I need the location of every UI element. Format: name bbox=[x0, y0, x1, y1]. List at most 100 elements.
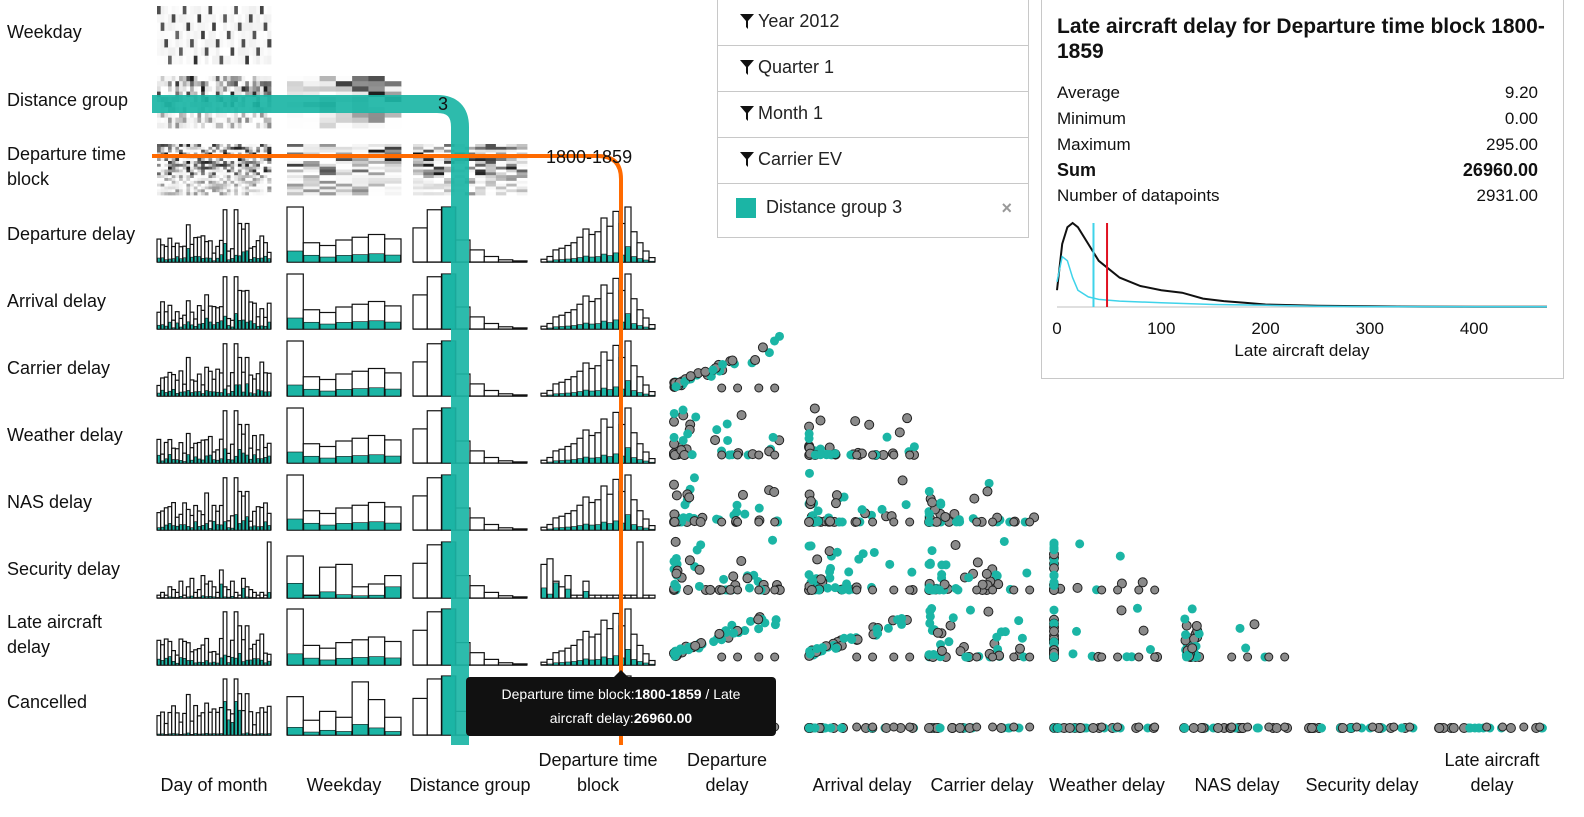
heatmap-bin bbox=[256, 175, 261, 179]
heatmap-bin bbox=[245, 91, 250, 98]
heatmap-bin bbox=[384, 146, 402, 151]
histogram-bar-selected bbox=[241, 661, 245, 666]
heatmap-bin bbox=[215, 166, 220, 170]
heatmap-bin bbox=[226, 158, 231, 162]
histogram-bar bbox=[483, 456, 500, 464]
heatmap-bin bbox=[223, 192, 228, 196]
scatter-point bbox=[1280, 652, 1290, 662]
heatmap-bin bbox=[212, 163, 217, 168]
heatmap-bin bbox=[204, 183, 209, 187]
heatmap-bin bbox=[464, 169, 476, 173]
heatmap-bin bbox=[168, 39, 173, 48]
heatmap-bin bbox=[237, 186, 242, 190]
heatmap-bin bbox=[303, 186, 320, 190]
histogram-bar-selected bbox=[601, 454, 607, 464]
heatmap-bin bbox=[352, 189, 369, 193]
heatmap-bin bbox=[168, 183, 173, 187]
histogram-bar-selected bbox=[303, 595, 320, 599]
close-icon[interactable]: × bbox=[1001, 198, 1012, 218]
histogram-bar-selected bbox=[631, 457, 637, 464]
heatmap-bin bbox=[168, 166, 173, 170]
histogram-bar-selected bbox=[565, 392, 571, 397]
heatmap-bin bbox=[157, 178, 162, 182]
heatmap-bin bbox=[433, 166, 445, 170]
heatmap-bin bbox=[259, 86, 265, 92]
histogram-bar-selected bbox=[583, 658, 589, 666]
heatmap-bin bbox=[352, 149, 369, 153]
heatmap-bin bbox=[208, 81, 213, 87]
heatmap-bin bbox=[259, 163, 265, 168]
scatter-point bbox=[1389, 722, 1399, 732]
histogram-bar-selected bbox=[559, 662, 565, 666]
scatter-point bbox=[1227, 652, 1237, 662]
heatmap-bin bbox=[248, 30, 254, 40]
scatter-point bbox=[1180, 614, 1190, 624]
heatmap-bin bbox=[464, 186, 476, 190]
scatter-point bbox=[889, 652, 899, 662]
row-label: Weekday bbox=[7, 22, 82, 42]
heatmap-bin bbox=[259, 161, 265, 165]
scatter-point bbox=[694, 581, 704, 591]
heatmap-bin bbox=[171, 39, 176, 48]
histogram-bar-selected bbox=[245, 516, 249, 531]
heatmap-bin bbox=[175, 175, 180, 179]
heatmap-bin bbox=[193, 169, 198, 173]
row-label: Departure delay bbox=[7, 224, 135, 244]
heatmap-bin bbox=[201, 144, 206, 148]
histogram-bar-selected bbox=[613, 319, 619, 330]
histogram-bar-selected bbox=[238, 384, 242, 397]
heatmap-bin bbox=[230, 81, 235, 87]
histogram-bar-selected bbox=[577, 525, 583, 531]
filter-month[interactable]: Month 1 bbox=[718, 92, 1028, 138]
heatmap-bin bbox=[263, 183, 268, 187]
heatmap-bin bbox=[186, 158, 191, 162]
heatmap-bin bbox=[197, 166, 202, 170]
heatmap-bin bbox=[241, 55, 246, 65]
heatmap-bin bbox=[226, 122, 231, 129]
heatmap-bin bbox=[245, 6, 250, 15]
heatmap-bin bbox=[516, 169, 528, 173]
scatter-point bbox=[754, 450, 764, 460]
heatmap-bin bbox=[444, 144, 455, 148]
heatmap-bin bbox=[190, 76, 195, 82]
heatmap-bin bbox=[319, 175, 337, 179]
stats-title: Late aircraft delay for Departure time b… bbox=[1057, 15, 1545, 63]
histogram-bar-selected bbox=[336, 456, 352, 464]
heatmap-bin bbox=[506, 144, 518, 148]
heatmap-bin bbox=[226, 161, 231, 165]
heatmap-bin bbox=[215, 172, 220, 176]
heatmap-bin bbox=[226, 146, 231, 151]
filter-quarter[interactable]: Quarter 1 bbox=[718, 46, 1028, 92]
heatmap-bin bbox=[237, 14, 242, 23]
heatmap-bin bbox=[259, 178, 265, 182]
filter-carrier[interactable]: Carrier EV bbox=[718, 138, 1028, 184]
filter-year[interactable]: Year 2012 bbox=[718, 0, 1028, 46]
histogram-cell bbox=[540, 206, 656, 263]
heatmap-bin bbox=[495, 169, 507, 173]
scatter-point bbox=[950, 540, 961, 551]
scatter-point bbox=[1498, 722, 1508, 732]
scatter-point bbox=[1115, 551, 1125, 561]
scatter-point bbox=[955, 646, 966, 657]
heatmap-bin bbox=[303, 178, 320, 182]
scatter-point bbox=[694, 564, 705, 575]
scatter-point bbox=[669, 416, 680, 427]
heatmap-bin bbox=[215, 189, 220, 193]
heatmap-bin bbox=[204, 22, 209, 32]
selection-row[interactable]: Distance group 3 × bbox=[718, 184, 1028, 236]
heatmap-bin bbox=[197, 183, 202, 187]
heatmap-bin bbox=[335, 81, 353, 87]
heatmap-bin bbox=[230, 158, 235, 162]
heatmap-bin bbox=[204, 192, 209, 196]
heatmap-bin bbox=[248, 161, 254, 165]
heatmap-bin bbox=[219, 189, 224, 193]
heatmap-bin bbox=[267, 189, 272, 193]
scatter-point bbox=[692, 545, 702, 555]
funnel-icon bbox=[740, 59, 754, 75]
histogram-bar-selected bbox=[238, 320, 242, 330]
heatmap-bin bbox=[241, 91, 246, 98]
heatmap-bin bbox=[287, 144, 304, 148]
heatmap-bin bbox=[190, 180, 195, 185]
heatmap-bin bbox=[495, 186, 507, 190]
